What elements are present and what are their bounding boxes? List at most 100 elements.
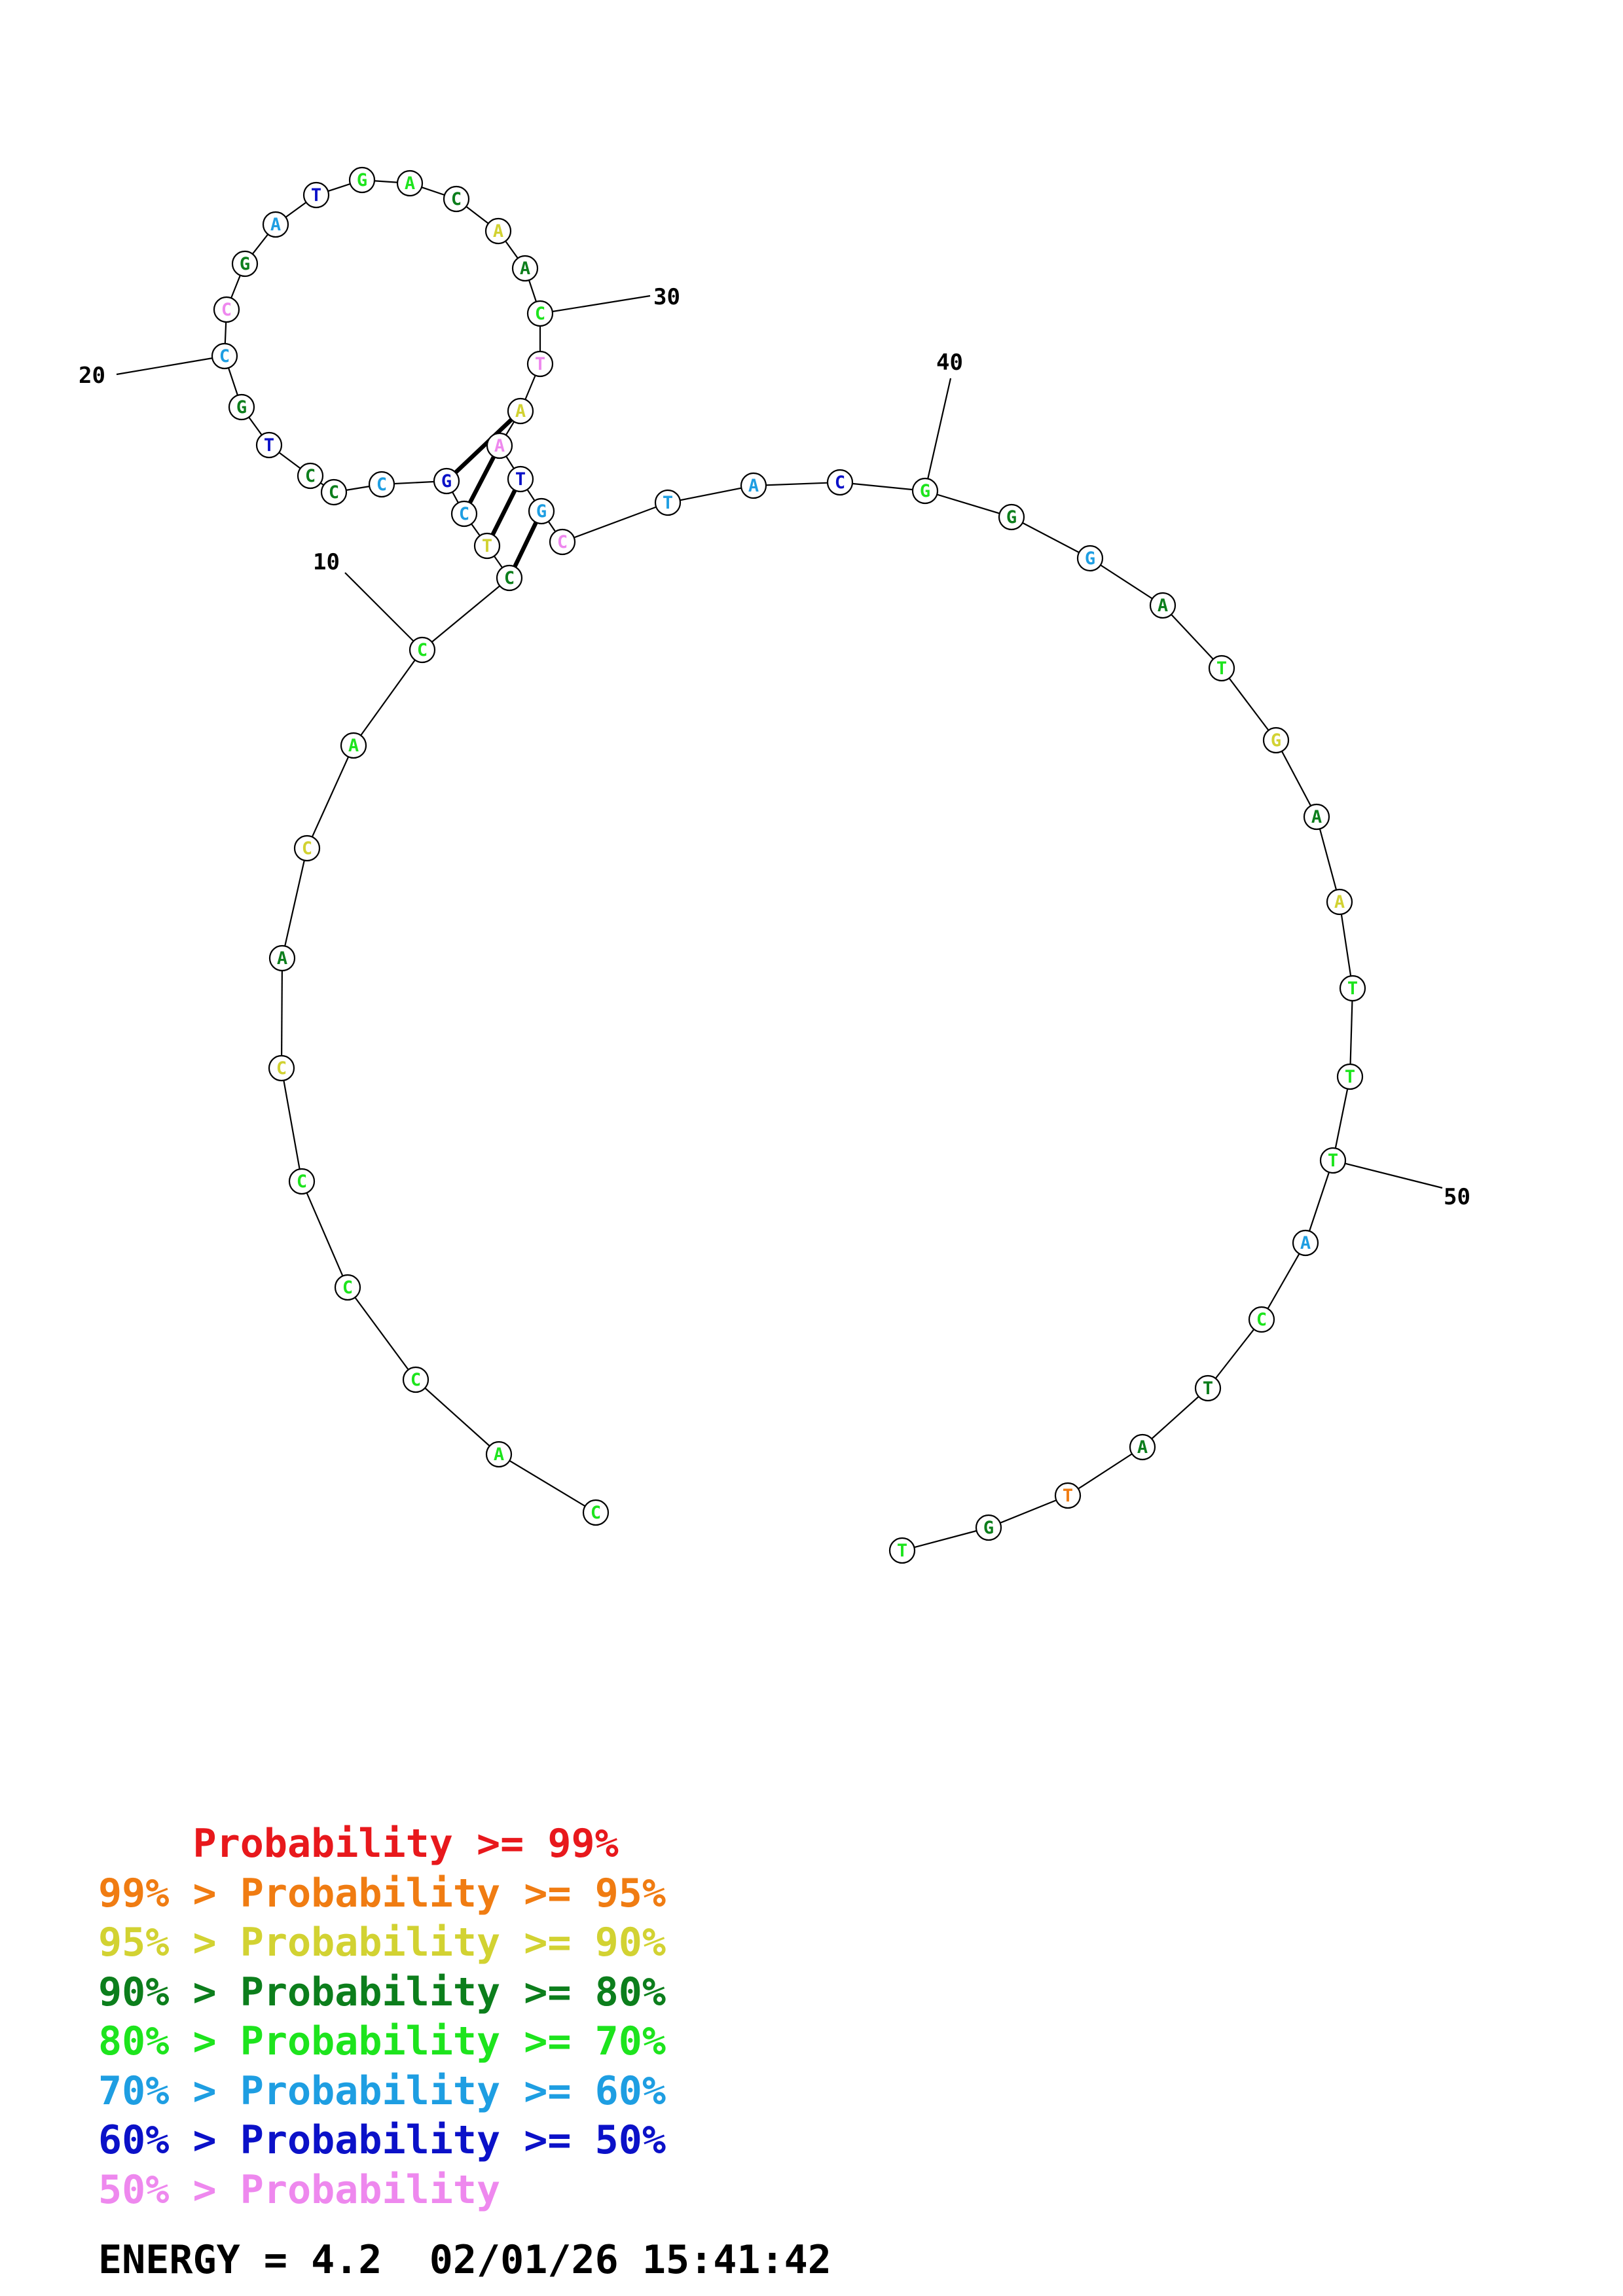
nucleotide-letter: T: [311, 185, 321, 206]
nucleotide-circle: [526, 350, 554, 378]
backbone-segment: [924, 490, 1012, 518]
nucleotide-30: C: [526, 300, 554, 327]
nucleotide-25: G: [348, 166, 376, 194]
nucleotide-circle: [211, 342, 238, 370]
nucleotide-letter: C: [219, 346, 230, 367]
backbone-segment: [1089, 558, 1163, 606]
nucleotide-circle: [1129, 1433, 1156, 1461]
nucleotide-circle: [320, 478, 348, 506]
nucleotide-circle: [409, 636, 436, 664]
nucleotide-37: T: [654, 489, 682, 516]
nucleotide-letter: G: [240, 254, 250, 274]
nucleotide-circle: [1194, 1374, 1222, 1402]
nucleotide-circle: [402, 1366, 429, 1393]
nucleotide-letter: A: [270, 215, 281, 235]
nucleotide-letter: T: [1216, 658, 1227, 679]
nucleotide-circle: [450, 500, 478, 528]
nucleotide-32: A: [507, 397, 534, 425]
nucleotide-52: C: [1248, 1306, 1275, 1333]
nucleotide-letter: C: [1256, 1310, 1267, 1330]
legend-entry-5: 70% > Probability >= 60%: [98, 2068, 666, 2114]
nucleotide-circle: [340, 732, 367, 759]
nucleotide-letter: T: [535, 354, 545, 374]
nucleotide-letter: T: [264, 435, 274, 456]
nucleotide-circle: [507, 465, 534, 493]
nucleotide-39: C: [826, 469, 854, 496]
nucleotide-circle: [485, 1441, 513, 1468]
nucleotide-letter: C: [417, 640, 428, 660]
nucleotide-letter: C: [459, 504, 469, 524]
nucleotide-33: A: [486, 432, 513, 459]
nucleotide-19: G: [228, 393, 255, 421]
backbone-segment: [1011, 516, 1091, 559]
energy-readout: ENERGY = 4.2 02/01/26 15:41:42: [98, 2237, 831, 2283]
nucleotide-13: C: [450, 500, 478, 528]
nucleotide-letter: G: [1006, 507, 1017, 528]
nucleotide-circle: [511, 255, 539, 282]
nucleotide-10: C: [409, 636, 436, 664]
nucleotide-letter: A: [520, 259, 530, 279]
nucleotide-circle: [911, 477, 939, 505]
nucleotide-letter: C: [835, 473, 845, 493]
nucleotide-circle: [1248, 1306, 1275, 1333]
nucleotide-circle: [486, 432, 513, 459]
nucleotide-circle: [1292, 1229, 1319, 1257]
backbone-segment: [498, 1454, 596, 1513]
nucleotide-21: C: [213, 296, 240, 323]
nucleotide-circle: [1054, 1482, 1082, 1509]
nucleotide-24: T: [302, 181, 330, 209]
nucleotide-circle: [507, 397, 534, 425]
position-tick-layer: 10 20 30 40 50: [79, 284, 1470, 1210]
nucleotide-letter: A: [1311, 807, 1322, 827]
backbone-segment: [1275, 740, 1317, 817]
backbone-segment: [280, 1067, 303, 1182]
tick-label-50: 50: [1444, 1184, 1470, 1210]
nucleotide-letter: G: [920, 481, 930, 501]
nucleotide-36: C: [549, 528, 576, 556]
nucleotide-circle: [348, 166, 376, 194]
backbone-segment: [306, 745, 355, 849]
nucleotide-12: T: [473, 532, 501, 560]
nucleotide-circle: [334, 1274, 361, 1301]
nucleotide-letter: G: [441, 471, 452, 492]
nucleotide-letter: T: [1063, 1486, 1073, 1506]
backbone-segment: [415, 1379, 500, 1455]
nucleotide-circle: [213, 296, 240, 323]
nucleotide-letter: C: [276, 1058, 287, 1079]
nucleotide-circle: [998, 503, 1025, 531]
nucleotide-letter: C: [376, 475, 387, 495]
nucleotide-circle: [302, 181, 330, 209]
backbone-segment: [902, 1526, 989, 1552]
backbone-segment: [988, 1494, 1068, 1529]
nucleotide-letter: C: [591, 1503, 601, 1523]
nucleotide-letter: A: [1300, 1233, 1311, 1253]
nucleotide-letter: G: [236, 397, 247, 418]
nucleotide-circle: [1339, 975, 1366, 1002]
nucleotide-letter: A: [515, 401, 526, 422]
nucleotide-49: T: [1336, 1063, 1364, 1090]
nucleotide-circle: [975, 1514, 1002, 1541]
nucleotide-circle: [262, 211, 289, 238]
nucleotide-letter: A: [493, 221, 503, 242]
backbone-layer: [223, 179, 1354, 1552]
tick-label-30: 30: [653, 284, 680, 310]
backbone-segment: [1304, 1160, 1334, 1244]
legend-entry-6: 60% > Probability >= 50%: [98, 2117, 666, 2163]
tick-line-30: [539, 295, 651, 315]
nucleotide-circle: [654, 489, 682, 516]
nucleotide-4: C: [334, 1274, 361, 1301]
nucleotide-letter: G: [536, 501, 547, 522]
nucleotide-8: C: [293, 834, 321, 862]
nucleotide-56: G: [975, 1514, 1002, 1541]
nucleotide-letter: G: [357, 170, 367, 190]
nucleotide-circle: [1319, 1147, 1347, 1174]
nucleotide-40: G: [911, 477, 939, 505]
nucleotide-54: A: [1129, 1433, 1156, 1461]
nucleotide-5: C: [288, 1168, 316, 1195]
nucleotide-27: C: [443, 185, 470, 213]
nucleotide-letter: T: [1345, 1067, 1355, 1087]
nucleotide-letter: A: [1158, 596, 1168, 616]
nucleotide-57: T: [888, 1537, 916, 1564]
nucleotide-3: C: [402, 1366, 429, 1393]
